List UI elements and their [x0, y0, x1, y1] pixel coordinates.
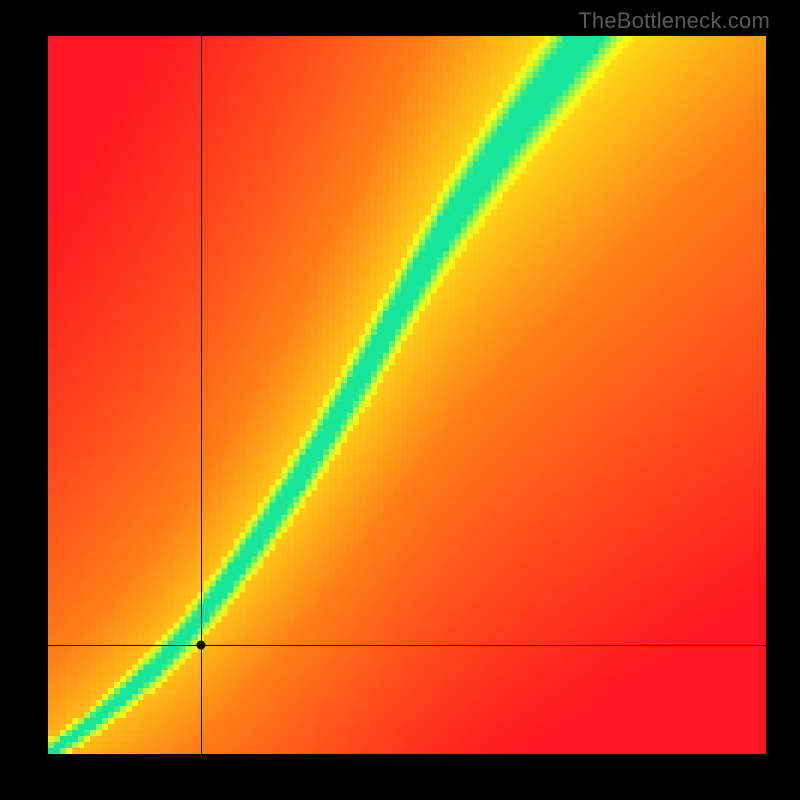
watermark: TheBottleneck.com: [578, 8, 770, 34]
crosshair-horizontal: [48, 645, 766, 646]
heatmap-canvas: [48, 36, 766, 754]
crosshair-point: [196, 640, 205, 649]
heatmap-plot: [48, 36, 766, 754]
